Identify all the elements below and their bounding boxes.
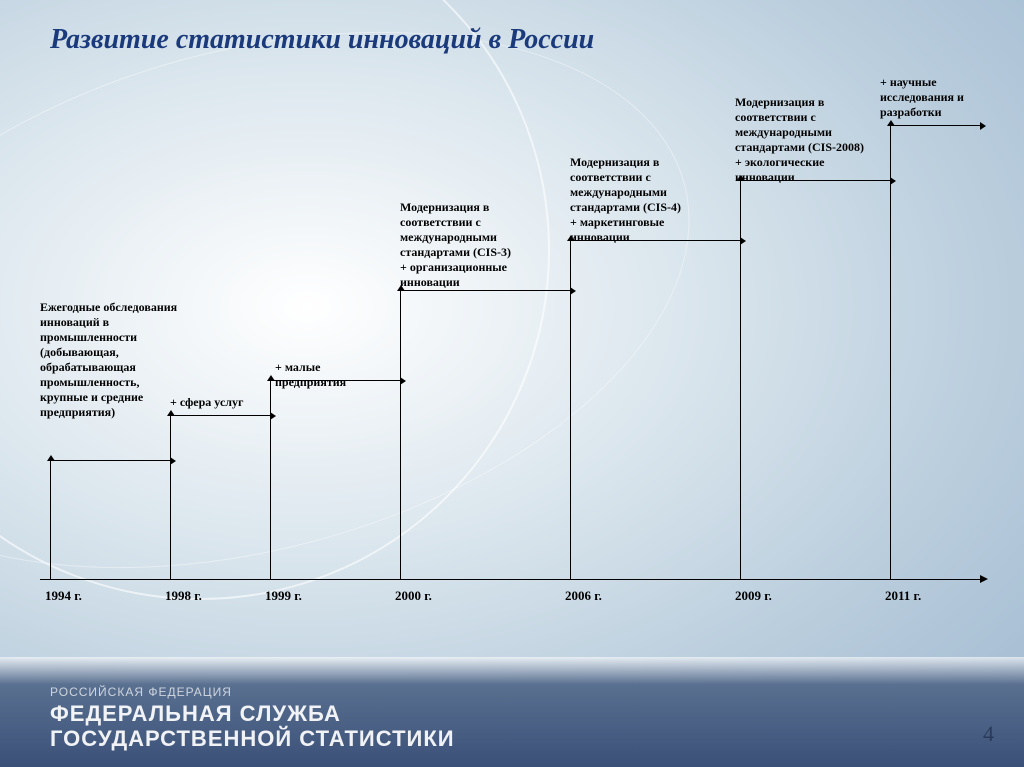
page-number: 4 bbox=[983, 721, 994, 747]
step-riser bbox=[270, 380, 400, 580]
year-label: 1998 г. bbox=[165, 588, 202, 604]
step-label: + сфера услуг bbox=[170, 395, 250, 410]
step-label: Ежегодные обследования инноваций в промы… bbox=[40, 300, 180, 420]
step-riser bbox=[400, 290, 570, 580]
year-label: 2011 г. bbox=[885, 588, 921, 604]
year-label: 2006 г. bbox=[565, 588, 602, 604]
step-label: Модернизация в соответствии с международ… bbox=[570, 155, 710, 245]
step-label: Модернизация в соответствии с международ… bbox=[400, 200, 540, 290]
step-label: + малые предприятия bbox=[275, 360, 385, 390]
year-label: 2000 г. bbox=[395, 588, 432, 604]
step-label: + научные исследования и разработки bbox=[880, 75, 1000, 120]
year-label: 2009 г. bbox=[735, 588, 772, 604]
step-riser bbox=[170, 415, 270, 580]
step-label: Модернизация в соответствии с международ… bbox=[735, 95, 875, 185]
footer-title: ФЕДЕРАЛЬНАЯ СЛУЖБА ГОСУДАРСТВЕННОЙ СТАТИ… bbox=[50, 701, 455, 752]
year-label: 1999 г. bbox=[265, 588, 302, 604]
year-label: 1994 г. bbox=[45, 588, 82, 604]
footer-banner: РОССИЙСКАЯ ФЕДЕРАЦИЯ ФЕДЕРАЛЬНАЯ СЛУЖБА … bbox=[0, 657, 1024, 767]
step-riser bbox=[890, 125, 980, 580]
step-chart: Ежегодные обследования инноваций в промы… bbox=[40, 70, 990, 610]
step-riser bbox=[570, 240, 740, 580]
step-riser bbox=[50, 460, 170, 580]
slide-title: Развитие статистики инноваций в России bbox=[50, 24, 594, 56]
step-riser bbox=[740, 180, 890, 580]
footer-subtitle: РОССИЙСКАЯ ФЕДЕРАЦИЯ bbox=[50, 685, 232, 699]
